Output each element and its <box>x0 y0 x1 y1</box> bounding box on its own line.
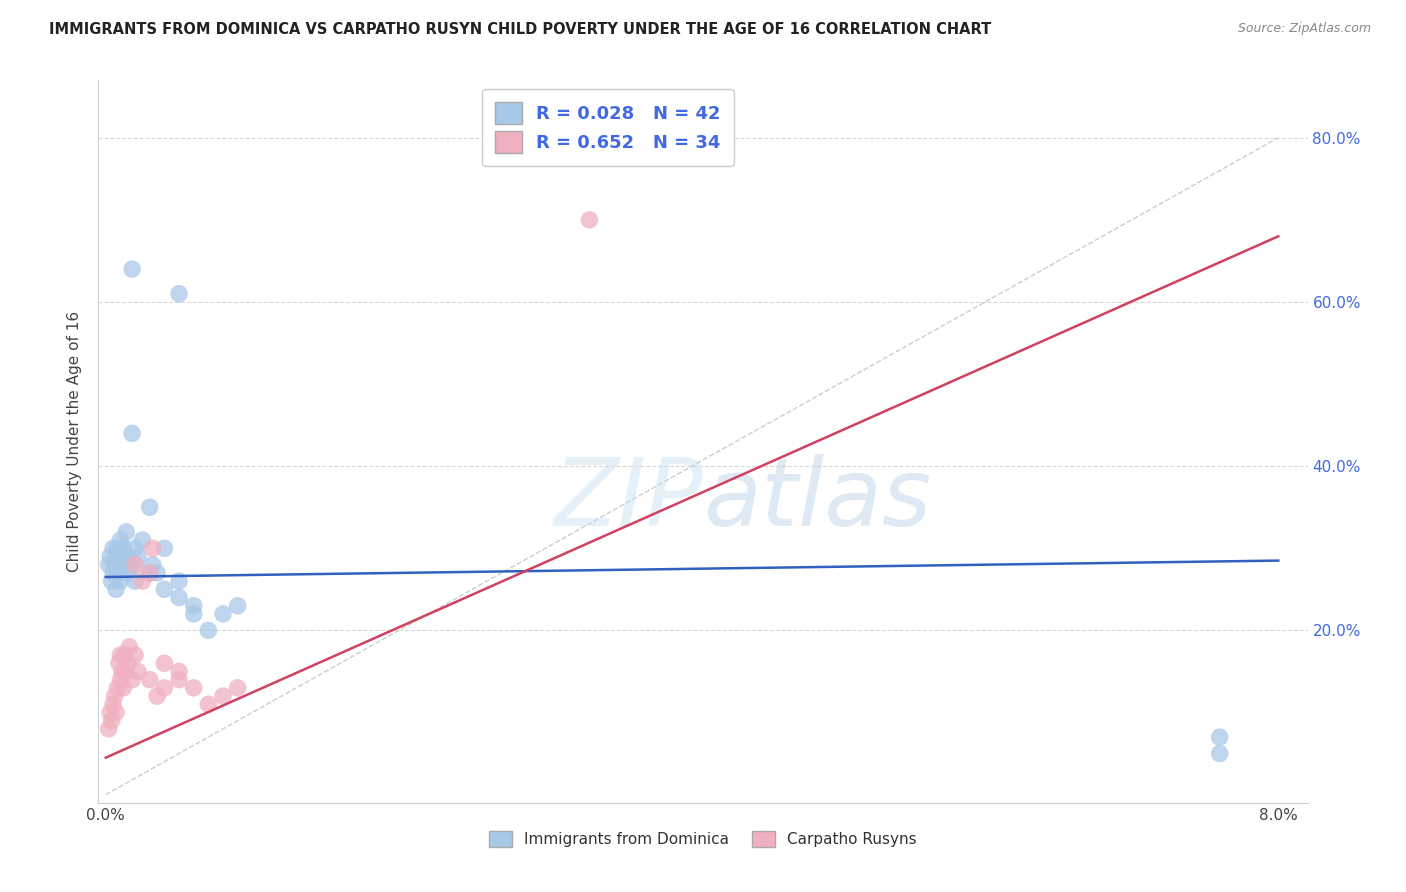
Point <box>138 566 160 580</box>
Text: Source: ZipAtlas.com: Source: ZipAtlas.com <box>1237 22 1371 36</box>
Point <box>100 714 122 728</box>
Point <box>121 673 143 687</box>
Point <box>97 722 120 736</box>
Point <box>138 500 160 515</box>
Point <box>98 549 121 564</box>
Point <box>110 574 132 588</box>
Point <box>131 574 153 588</box>
Point <box>197 698 219 712</box>
Point <box>107 566 129 580</box>
Point <box>226 599 249 613</box>
Point <box>114 558 136 572</box>
Point <box>121 262 143 277</box>
Point <box>118 558 141 572</box>
Point <box>153 541 176 556</box>
Point <box>167 574 190 588</box>
Point <box>197 624 219 638</box>
Point <box>103 689 125 703</box>
Point <box>110 648 132 662</box>
Point <box>107 541 129 556</box>
Text: atlas: atlas <box>703 454 931 545</box>
Point <box>124 558 146 572</box>
Point <box>124 574 146 588</box>
Point <box>153 582 176 597</box>
Point <box>111 665 134 679</box>
Point <box>127 665 149 679</box>
Point <box>115 524 138 539</box>
Point <box>112 541 135 556</box>
Point <box>142 558 165 572</box>
Point <box>212 689 235 703</box>
Point <box>101 698 124 712</box>
Text: IMMIGRANTS FROM DOMINICA VS CARPATHO RUSYN CHILD POVERTY UNDER THE AGE OF 16 COR: IMMIGRANTS FROM DOMINICA VS CARPATHO RUS… <box>49 22 991 37</box>
Point <box>167 591 190 605</box>
Point <box>183 681 205 695</box>
Point <box>98 706 121 720</box>
Point <box>101 566 124 580</box>
Point <box>212 607 235 621</box>
Point <box>226 681 249 695</box>
Point <box>121 426 143 441</box>
Point <box>110 673 132 687</box>
Point <box>127 549 149 564</box>
Point <box>108 566 131 580</box>
Point <box>105 582 128 597</box>
Point <box>1208 747 1230 761</box>
Point <box>117 549 139 564</box>
Text: ZIP: ZIP <box>554 454 703 545</box>
Point <box>167 665 190 679</box>
Point <box>124 558 146 572</box>
Point <box>124 541 146 556</box>
Point <box>142 541 165 556</box>
Point <box>100 574 122 588</box>
Point <box>105 706 128 720</box>
Point <box>124 648 146 662</box>
Point <box>146 566 169 580</box>
Y-axis label: Child Poverty Under the Age of 16: Child Poverty Under the Age of 16 <box>67 311 83 572</box>
Point <box>103 558 125 572</box>
Point <box>167 286 190 301</box>
Point <box>97 558 120 572</box>
Point <box>153 681 176 695</box>
Point <box>114 648 136 662</box>
Point <box>138 673 160 687</box>
Point <box>183 607 205 621</box>
Point <box>107 681 129 695</box>
Point <box>110 533 132 547</box>
Point <box>101 541 124 556</box>
Point <box>138 566 160 580</box>
Point <box>578 212 600 227</box>
Point <box>117 566 139 580</box>
Legend: Immigrants from Dominica, Carpatho Rusyns: Immigrants from Dominica, Carpatho Rusyn… <box>484 825 922 853</box>
Point <box>131 533 153 547</box>
Point <box>1208 730 1230 744</box>
Point <box>110 549 132 564</box>
Point <box>118 640 141 654</box>
Point <box>112 681 135 695</box>
Point <box>146 689 169 703</box>
Point <box>115 665 138 679</box>
Point <box>108 657 131 671</box>
Point <box>117 657 139 671</box>
Point <box>167 673 190 687</box>
Point <box>183 599 205 613</box>
Point <box>153 657 176 671</box>
